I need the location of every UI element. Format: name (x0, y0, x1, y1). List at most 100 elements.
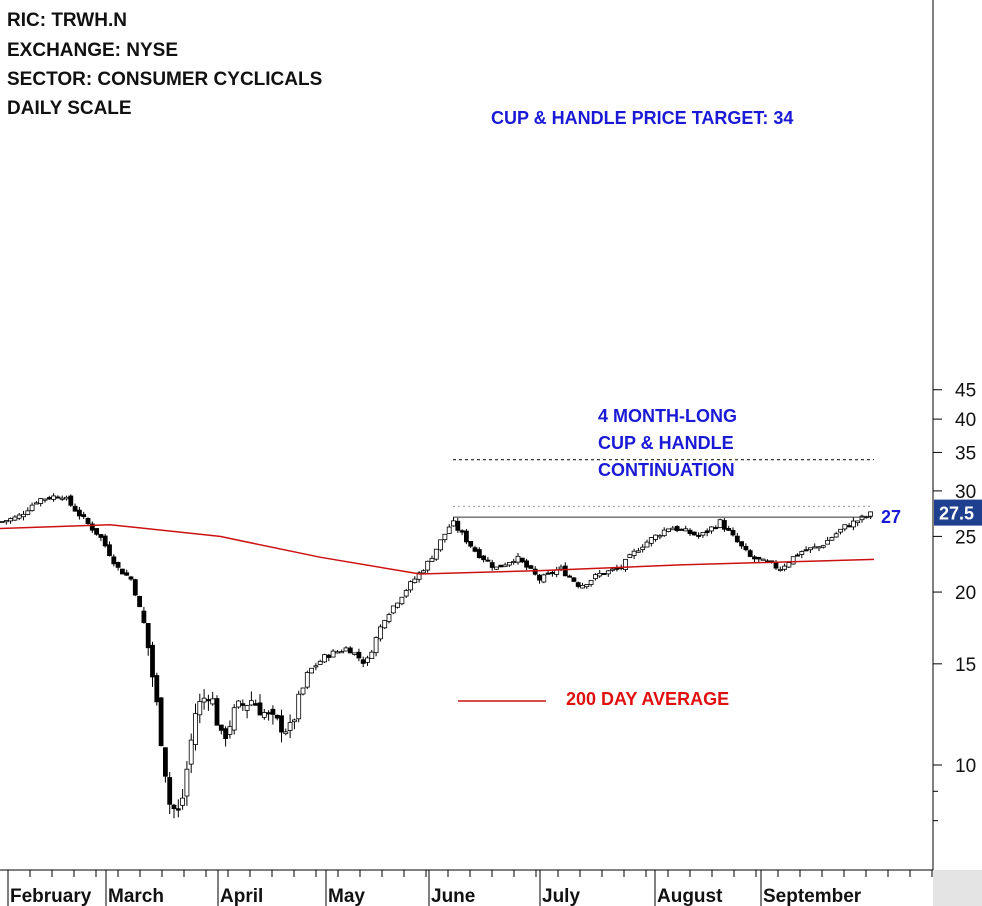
candle-body (756, 556, 762, 560)
candle-body (644, 541, 650, 548)
candle-body (141, 610, 147, 623)
candle-body (218, 724, 224, 731)
candle-body (734, 535, 740, 543)
candle-body (180, 797, 186, 806)
y-tick-label-10: 10 (955, 756, 976, 777)
candle-body (352, 652, 358, 655)
candle-body (72, 505, 78, 512)
candle-body (162, 747, 168, 777)
sector-label: SECTOR: CONSUMER CYCLICALS (7, 69, 323, 90)
candle-body (605, 570, 611, 575)
x-tick-label-july: July (542, 886, 580, 906)
candle-body (812, 546, 818, 549)
y-tick-label-40: 40 (955, 410, 976, 431)
candle-body (433, 548, 439, 560)
candle-body (575, 582, 581, 587)
candle-body (154, 675, 160, 703)
y-tick-label-45: 45 (955, 381, 976, 402)
candle-body (261, 712, 267, 718)
candle-body (55, 496, 61, 499)
candle-body (343, 647, 349, 652)
candle-body (274, 714, 280, 719)
candle-body (760, 558, 766, 561)
candle-body (571, 577, 577, 582)
candle-body (550, 571, 555, 575)
candle-body (12, 516, 18, 521)
candle-body (167, 777, 173, 805)
candle-body (175, 808, 181, 811)
candle-body (171, 804, 177, 810)
candle-body (132, 579, 138, 596)
candle-body (253, 703, 259, 706)
candle-body (115, 562, 121, 568)
candle-body (636, 550, 641, 553)
candle-body (623, 558, 628, 570)
candle-body (519, 557, 525, 563)
candle-body (210, 698, 216, 705)
x-tick-label-june: June (431, 886, 475, 906)
candle-body (476, 549, 482, 559)
candle-body (356, 651, 362, 659)
candle-body (283, 731, 289, 735)
candle-body (597, 572, 603, 577)
candle-body (425, 560, 431, 571)
candle-body (610, 568, 615, 571)
candle-body (541, 574, 547, 583)
candle-body (713, 527, 719, 530)
candle-body (309, 667, 315, 674)
candle-body (248, 700, 254, 706)
exchange-label: EXCHANGE: NYSE (7, 40, 179, 61)
scale-label: DAILY SCALE (7, 98, 132, 119)
candle-body (829, 537, 835, 541)
candle-body (593, 574, 598, 580)
candle-body (795, 554, 800, 557)
candle-body (726, 527, 732, 531)
candle-body (128, 576, 134, 580)
candle-body (455, 520, 461, 531)
candle-body (145, 623, 151, 649)
x-axis-panel (0, 870, 982, 906)
ric-label: RIC: TRWH.N (7, 10, 127, 31)
candle-body (322, 654, 327, 663)
candle-body (524, 560, 529, 568)
candle-body (816, 546, 822, 549)
candle-body (420, 570, 426, 574)
candle-body (537, 574, 542, 581)
candle-body (412, 578, 418, 584)
candle-body (833, 533, 839, 538)
candle-body (403, 590, 409, 597)
candle-body (38, 498, 44, 504)
axis-corner (933, 870, 982, 906)
candle-body (188, 739, 194, 765)
candle-body (859, 515, 865, 521)
y-tick-label-15: 15 (955, 655, 976, 676)
candle-body (193, 713, 198, 745)
candle-body (29, 504, 35, 512)
candle-body (442, 533, 448, 541)
candle-body (64, 496, 69, 500)
candle-body (648, 537, 654, 544)
candle-body (451, 520, 456, 527)
candle-body (528, 565, 534, 569)
x-tick-label-may: May (328, 886, 365, 906)
ma-200-line (0, 523, 875, 575)
candle-body (545, 572, 551, 575)
candle-body (201, 697, 207, 703)
candle-body (777, 569, 783, 572)
candle-body (386, 614, 392, 622)
candle-body (34, 502, 39, 505)
candle-body (94, 528, 99, 535)
candle-body (21, 513, 26, 518)
candle-body (197, 701, 203, 716)
candle-body (687, 529, 693, 535)
candle-body (717, 519, 723, 529)
pattern-annotation-line1: 4 MONTH-LONG (598, 406, 737, 426)
candle-body (184, 768, 190, 797)
candle-body (68, 495, 74, 506)
candle-body (205, 699, 211, 702)
candle-body (838, 528, 843, 533)
candle-body (111, 556, 117, 565)
candle-body (3, 520, 9, 523)
candle-body (825, 540, 830, 545)
candle-body (330, 650, 336, 658)
